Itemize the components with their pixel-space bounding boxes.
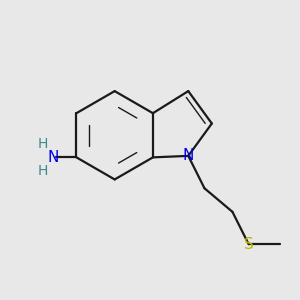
Text: N: N: [183, 148, 194, 164]
Text: N: N: [47, 150, 58, 165]
Text: H: H: [38, 164, 48, 178]
Text: S: S: [244, 237, 254, 252]
Text: H: H: [38, 137, 48, 151]
